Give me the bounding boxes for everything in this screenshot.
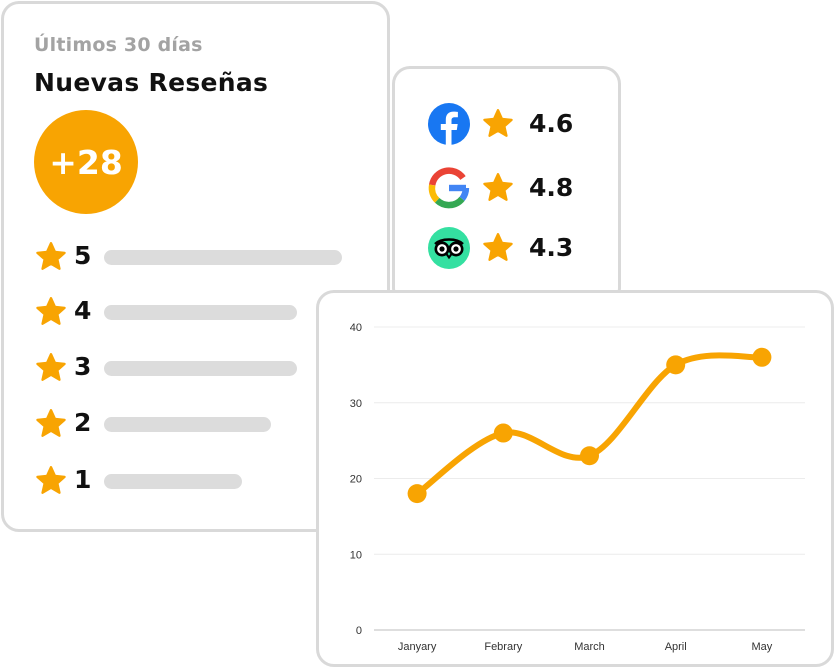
platforms-card: 4.6 4.8 4.3 (392, 66, 621, 306)
data-point[interactable] (493, 423, 513, 443)
facebook-rating: 4.6 (529, 109, 574, 138)
rating-stars-label: 4 (74, 296, 92, 325)
rating-bar (104, 361, 297, 376)
rating-row-2: 2 (34, 406, 354, 442)
y-tick-label: 20 (350, 474, 362, 486)
rating-row-5: 5 (34, 239, 354, 275)
rating-bar (104, 250, 342, 265)
x-tick-label: April (665, 641, 687, 653)
chart-card: 0 10 20 30 40 Janyary Febrary March April May (316, 290, 834, 667)
platform-row-tripadvisor: 4.3 (427, 226, 617, 270)
star-icon (36, 465, 66, 494)
google-rating: 4.8 (529, 173, 574, 202)
x-tick-label: Febrary (484, 641, 522, 653)
rating-bar (104, 474, 242, 489)
data-point[interactable] (580, 446, 599, 466)
y-tick-label: 0 (356, 625, 362, 637)
data-point[interactable] (666, 355, 686, 375)
google-logo-icon (428, 167, 470, 209)
reviews-card: Últimos 30 días Nuevas Reseñas +28 5 4 3 2 1 (1, 1, 390, 532)
rating-stars-label: 3 (74, 352, 92, 381)
rating-stars-label: 1 (74, 465, 92, 494)
rating-row-4: 4 (34, 294, 354, 330)
tripadvisor-logo-icon (428, 227, 470, 269)
y-tick-label: 40 (350, 322, 362, 334)
rating-bar (104, 305, 297, 320)
rating-row-1: 1 (34, 463, 354, 499)
y-tick-label: 10 (350, 549, 362, 561)
star-icon (36, 352, 66, 381)
star-icon (483, 172, 513, 201)
star-icon (36, 296, 66, 325)
period-label: Últimos 30 días (34, 34, 203, 56)
star-icon (483, 232, 513, 261)
card-title: Nuevas Reseñas (34, 68, 269, 97)
star-icon (483, 108, 513, 137)
data-point[interactable] (752, 347, 772, 367)
line-chart: 0 10 20 30 40 Janyary Febrary March April May (350, 322, 805, 653)
rating-row-3: 3 (34, 350, 354, 386)
new-reviews-count-badge: +28 (34, 110, 138, 214)
platform-row-google: 4.8 (427, 166, 617, 210)
y-tick-label: 30 (350, 398, 362, 410)
star-icon (36, 241, 66, 270)
series-line (414, 352, 765, 497)
x-tick-label: Janyary (398, 641, 437, 653)
platform-row-facebook: 4.6 (427, 102, 617, 146)
tripadvisor-rating: 4.3 (529, 233, 574, 262)
x-tick-label: March (574, 641, 605, 653)
rating-stars-label: 2 (74, 408, 92, 437)
star-icon (36, 408, 66, 437)
facebook-logo-icon (428, 103, 470, 146)
rating-bar (104, 417, 271, 432)
data-point[interactable] (407, 484, 427, 504)
x-tick-label: May (752, 641, 773, 653)
rating-stars-label: 5 (74, 241, 92, 270)
